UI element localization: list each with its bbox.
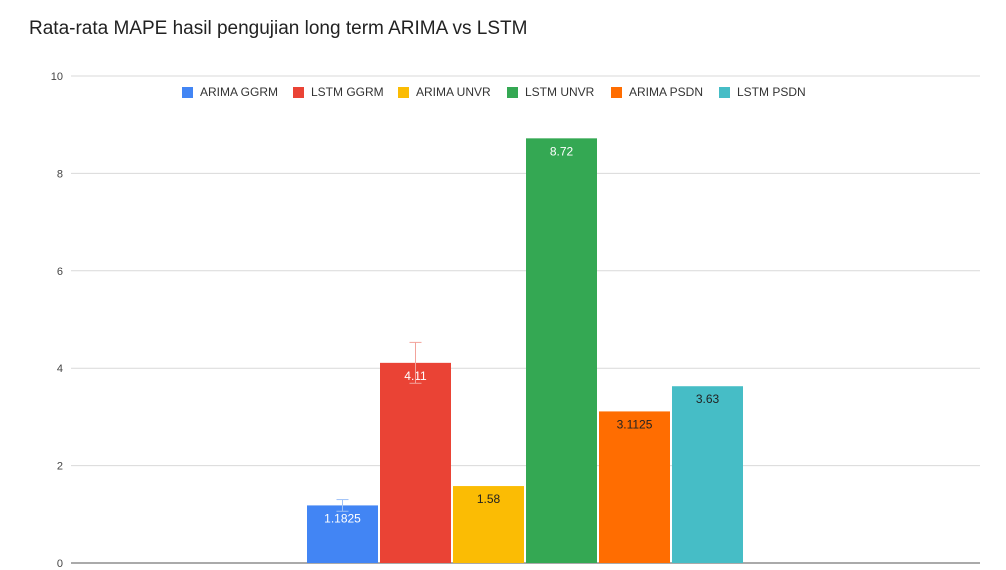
y-tick-label: 8 — [57, 168, 63, 180]
legend-item[interactable]: LSTM UNVR — [507, 84, 594, 100]
error-bar — [409, 341, 422, 384]
legend-item[interactable]: LSTM GGRM — [293, 84, 384, 100]
legend-label: LSTM PSDN — [737, 85, 806, 99]
legend-item[interactable]: ARIMA UNVR — [398, 84, 491, 100]
legend-label: LSTM UNVR — [525, 85, 595, 99]
y-tick-label: 2 — [57, 461, 63, 473]
legend-item[interactable]: ARIMA GGRM — [182, 84, 278, 100]
legend-item[interactable]: ARIMA PSDN — [611, 84, 703, 100]
data-label: 3.63 — [696, 392, 720, 406]
legend-swatch — [507, 86, 518, 98]
data-label: 3.1125 — [617, 417, 653, 431]
legend-item[interactable]: LSTM PSDN — [719, 84, 806, 100]
legend-label: ARIMA GGRM — [200, 85, 279, 99]
bar-arima-unvr[interactable] — [453, 486, 524, 563]
bar-arima-psdn[interactable] — [599, 411, 670, 563]
data-label: 1.1825 — [324, 511, 361, 525]
legend-swatch — [398, 86, 409, 98]
legend-label: ARIMA UNVR — [416, 85, 491, 99]
error-bar — [336, 499, 349, 512]
data-label: 1.58 — [477, 492, 501, 506]
chart-title: Rata-rata MAPE hasil pengujian long term… — [29, 18, 528, 39]
y-tick-label: 6 — [57, 266, 63, 278]
bar-lstm-ggrm[interactable] — [380, 362, 451, 563]
legend-swatch — [293, 86, 304, 98]
y-tick-label: 10 — [51, 71, 63, 83]
legend-swatch — [182, 86, 193, 98]
y-tick-label: 0 — [57, 558, 63, 570]
legend-label: ARIMA PSDN — [629, 85, 704, 99]
bar-lstm-unvr[interactable] — [526, 138, 597, 563]
legend-swatch — [719, 86, 730, 98]
bar-lstm-psdn[interactable] — [672, 386, 743, 563]
legend-label: LSTM GGRM — [311, 85, 384, 99]
y-tick-label: 4 — [57, 363, 63, 375]
bar-arima-ggrm[interactable] — [307, 505, 378, 563]
legend-swatch — [611, 86, 622, 98]
data-label: 8.72 — [550, 144, 574, 158]
